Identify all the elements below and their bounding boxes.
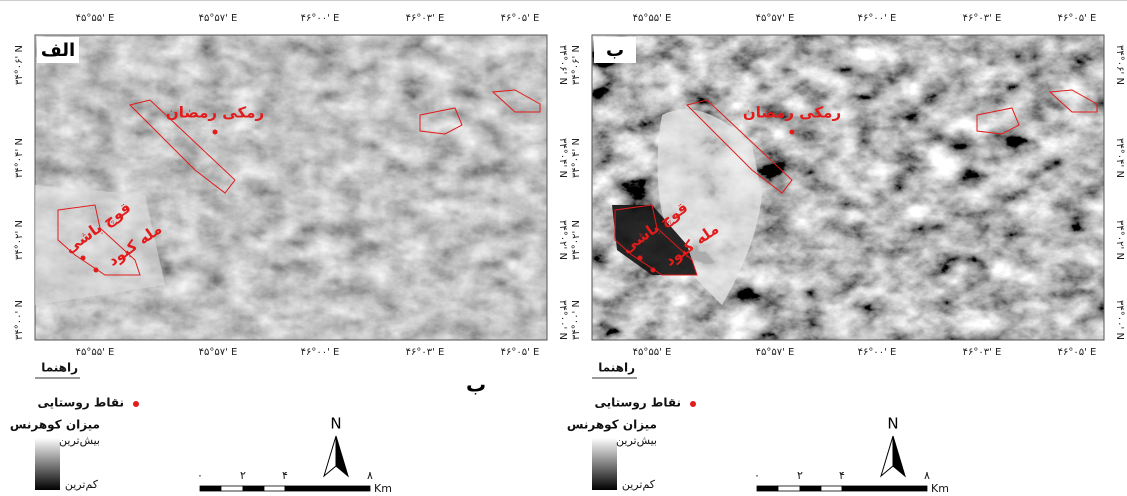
- coherence-ramp: [592, 438, 617, 490]
- legend-village-symbol: [133, 401, 139, 407]
- legend-village-symbol: [690, 401, 696, 407]
- lat-label-right: ۳۴°۰۰' N: [1114, 300, 1125, 340]
- north-arrow-left: [324, 436, 336, 476]
- figure: ب الف ۴۵°۵۵' E ۴۵°۵۵' E ۴۵°۵۷' E ۴۵°۵۷' E ۴۶°…: [0, 0, 1127, 492]
- village-point: [81, 256, 86, 261]
- lat-label-left: ۳۴°۰۴' N: [571, 138, 582, 178]
- scale-tick-label: ۲: [797, 469, 803, 482]
- village-point: [790, 130, 795, 135]
- north-arrow-right: [336, 436, 348, 476]
- panel-label: الف: [41, 40, 75, 61]
- legend-low: کم‌ترین: [65, 478, 99, 491]
- scale-segment: [200, 486, 221, 491]
- lon-label-bottom: ۴۵°۵۵' E: [633, 347, 672, 358]
- village-point: [94, 268, 99, 273]
- scale-segment: [800, 486, 821, 491]
- north-arrow-right: [893, 436, 905, 476]
- lon-label-top: ۴۵°۵۵' E: [633, 13, 672, 24]
- place-name: رمکی رمضان: [743, 104, 841, 122]
- scale-tick-label: ۲: [240, 469, 246, 482]
- caption: ب: [466, 373, 486, 397]
- scale-unit: Km: [374, 482, 392, 492]
- scale-segment: [778, 486, 800, 491]
- lon-label-bottom: ۴۶°۰۰' E: [301, 347, 340, 358]
- legend-coherence: میزان کوهرنس: [10, 418, 100, 433]
- lon-label-bottom: ۴۶°۰۳' E: [963, 347, 1002, 358]
- lon-label-bottom: ۴۶°۰۳' E: [406, 347, 445, 358]
- scale-segment: [243, 486, 264, 491]
- place-name: رمکی رمضان: [166, 104, 264, 122]
- scale-segment: [757, 486, 778, 491]
- lon-label-top: ۴۵°۵۷' E: [756, 13, 795, 24]
- lon-label-top: ۴۶°۰۰' E: [858, 13, 897, 24]
- lon-label-bottom: ۴۵°۵۷' E: [199, 347, 238, 358]
- legend-high: بیش‌ترین: [59, 434, 100, 447]
- scale-tick-label: ۴: [282, 469, 288, 482]
- lat-label-left: ۳۴°۰۶' N: [571, 45, 582, 85]
- scale-unit: Km: [931, 482, 949, 492]
- village-point: [651, 268, 656, 273]
- legend-high: بیش‌ترین: [616, 434, 657, 447]
- scale-tick-label: ۸: [924, 469, 930, 482]
- page: {"caption": "ب", "panels": [ {"label": "…: [0, 0, 1127, 492]
- scale-segment: [842, 486, 927, 491]
- legend-coherence: میزان کوهرنس: [567, 418, 657, 433]
- lon-label-top: ۴۵°۵۷' E: [199, 13, 238, 24]
- map-panel: ب ۴۵°۵۵' E ۴۵°۵۵' E ۴۵°۵۷' E ۴۵°۵۷' E ۴۶°۰۰' …: [567, 13, 1125, 492]
- lon-label-top: ۴۶°۰۳' E: [963, 13, 1002, 24]
- lat-label-left: ۳۴°۰۲' N: [571, 220, 582, 260]
- lon-label-top: ۴۶°۰۰' E: [301, 13, 340, 24]
- scale-segment: [821, 486, 842, 491]
- scale-segment: [221, 486, 243, 491]
- north-label: N: [330, 415, 341, 433]
- scale-tick-label: ۸: [367, 469, 373, 482]
- lat-label-left: ۳۴°۰۶' N: [14, 45, 25, 85]
- legend-villages: نقاط روستایی: [594, 396, 681, 411]
- map-panel: الف ۴۵°۵۵' E ۴۵°۵۵' E ۴۵°۵۷' E ۴۵°۵۷' E ۴۶°۰۰…: [10, 13, 568, 492]
- lat-label-left: ۳۴°۰۲' N: [14, 220, 25, 260]
- village-point: [638, 256, 643, 261]
- scale-tick-label: ۰: [197, 469, 203, 482]
- scale-segment: [264, 486, 285, 491]
- lon-label-bottom: ۴۵°۵۷' E: [756, 347, 795, 358]
- lat-label-right: ۳۴°۰۴' N: [557, 138, 568, 178]
- lat-label-right: ۳۴°۰۶' N: [1114, 45, 1125, 85]
- lat-label-left: ۳۴°۰۰' N: [571, 300, 582, 340]
- lon-label-bottom: ۴۶°۰۵' E: [1058, 347, 1097, 358]
- lat-label-right: ۳۴°۰۲' N: [1114, 220, 1125, 260]
- coherence-ramp: [35, 438, 60, 490]
- lon-label-top: ۴۶°۰۵' E: [1058, 13, 1097, 24]
- scale-tick-label: ۴: [839, 469, 845, 482]
- lat-label-right: ۳۴°۰۴' N: [1114, 138, 1125, 178]
- village-point: [213, 130, 218, 135]
- scale-segment: [285, 486, 370, 491]
- lat-label-left: ۳۴°۰۰' N: [14, 300, 25, 340]
- lat-label-right: ۳۴°۰۲' N: [557, 220, 568, 260]
- lon-label-bottom: ۴۵°۵۵' E: [76, 347, 115, 358]
- legend-title: راهنما: [41, 361, 78, 375]
- legend-title: راهنما: [598, 361, 635, 375]
- legend-villages: نقاط روستایی: [37, 396, 124, 411]
- lon-label-top: ۴۶°۰۳' E: [406, 13, 445, 24]
- north-label: N: [887, 415, 898, 433]
- lon-label-top: ۴۵°۵۵' E: [76, 13, 115, 24]
- lon-label-bottom: ۴۶°۰۵' E: [501, 347, 540, 358]
- lon-label-top: ۴۶°۰۵' E: [501, 13, 540, 24]
- panel-label: ب: [606, 40, 624, 61]
- north-arrow-left: [881, 436, 893, 476]
- lat-label-right: ۳۴°۰۶' N: [557, 45, 568, 85]
- legend-low: کم‌ترین: [622, 478, 656, 491]
- map-image: [35, 35, 547, 340]
- lat-label-right: ۳۴°۰۰' N: [557, 300, 568, 340]
- lon-label-bottom: ۴۶°۰۰' E: [858, 347, 897, 358]
- scale-tick-label: ۰: [754, 469, 760, 482]
- lat-label-left: ۳۴°۰۴' N: [14, 138, 25, 178]
